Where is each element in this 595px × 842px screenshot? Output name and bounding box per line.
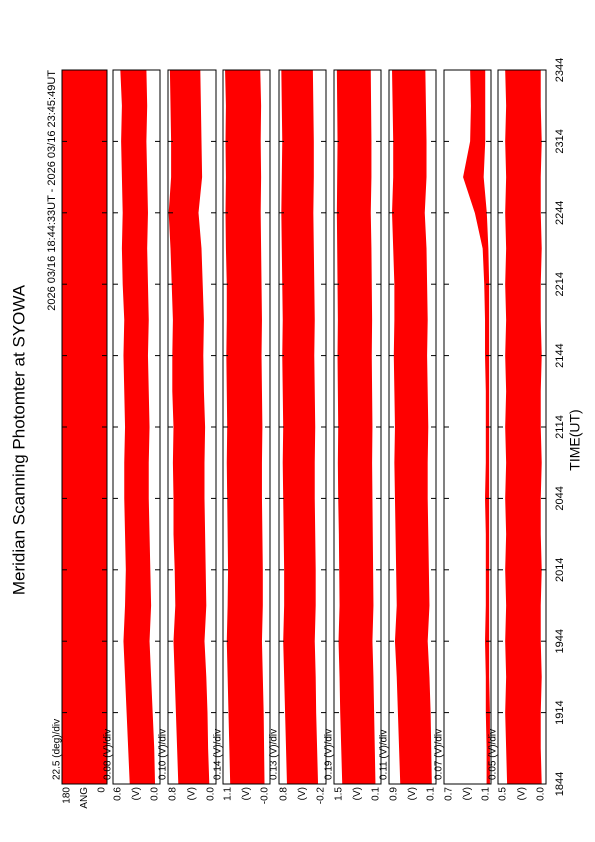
panel-scale: 0.14 (V)/div [213,729,224,780]
signal-band [336,69,376,785]
y-tick-label: 180 [62,787,73,804]
x-tick-label: 2214 [554,272,566,296]
y-axis-label: (V) [297,787,308,800]
y-tick-label: 0.9 [389,787,400,801]
signal-band [168,69,210,785]
signal-band [392,69,432,785]
y-tick-label: 0.1 [371,787,382,801]
chart-title: Meridian Scanning Photomter at SYOWA [9,284,28,595]
y-tick-label: 0.5 [498,787,509,801]
signal-band [120,69,156,785]
y-axis-label: (V) [187,787,198,800]
panel-scale: 0.07 (V)/div [434,729,445,780]
panel-scale: 0.05 (V)/div [488,729,499,780]
signal-band [225,69,265,785]
x-tick-label: 2244 [554,201,566,225]
y-tick-label: 0.8 [279,787,290,801]
x-tick-label: 2314 [554,129,566,153]
y-tick-label: 1.1 [223,787,234,801]
y-tick-label: -0.2 [316,787,327,805]
y-tick-label: 0.0 [206,787,217,801]
plot-area: Meridian Scanning Photomter at SYOWA 202… [9,58,582,809]
panel-scale: 0.13 (V)/div [269,729,280,780]
y-axis-label: (V) [241,787,252,800]
x-tick-label: 2344 [554,58,566,82]
y-tick-label: 0.7 [444,787,455,801]
x-tick-label: 1914 [554,700,566,724]
y-axis-label: (V) [407,787,418,800]
panel-scale: 0.10 (V)/div [158,729,169,780]
x-tick-label: 1844 [554,772,566,796]
chart-subtitle: 2026 03/16 18:44:33UT - 2026 03/16 23:45… [46,70,58,311]
y-axis-label: (V) [462,787,473,800]
y-tick-label: 0.1 [481,787,492,801]
x-axis-label: TIME(UT) [567,409,583,470]
y-tick-label: -0.0 [260,787,271,805]
y-tick-label: 0.0 [150,787,161,801]
x-tick-label: 2014 [554,558,566,582]
panel-scale: 0.19 (V)/div [324,729,335,780]
panel-scale: 22.5 (deg)/div [52,719,63,780]
y-tick-label: 0.0 [536,787,547,801]
x-tick-label: 2114 [554,415,566,439]
y-axis-label: (V) [131,787,142,800]
y-tick-label: 1.5 [334,787,345,801]
signal-band [281,69,319,785]
y-axis-label: ANG [79,787,90,809]
y-axis-label: (V) [352,787,363,800]
panel-scale: 0.11 (V)/div [379,730,390,780]
y-axis-label: (V) [517,787,528,800]
signal-band [505,69,542,785]
y-tick-label: 0.6 [113,787,124,801]
panel-scale: 0.08 (V)/div [103,729,114,780]
x-tick-label: 1944 [554,629,566,653]
x-tick-label: 2144 [554,343,566,367]
x-tick-label: 2044 [554,486,566,510]
signal-band [463,69,490,785]
y-tick-label: 0.8 [168,787,179,801]
y-tick-label: 0.1 [426,787,437,801]
y-tick-label: 0 [97,787,108,793]
signal-band [61,69,108,785]
